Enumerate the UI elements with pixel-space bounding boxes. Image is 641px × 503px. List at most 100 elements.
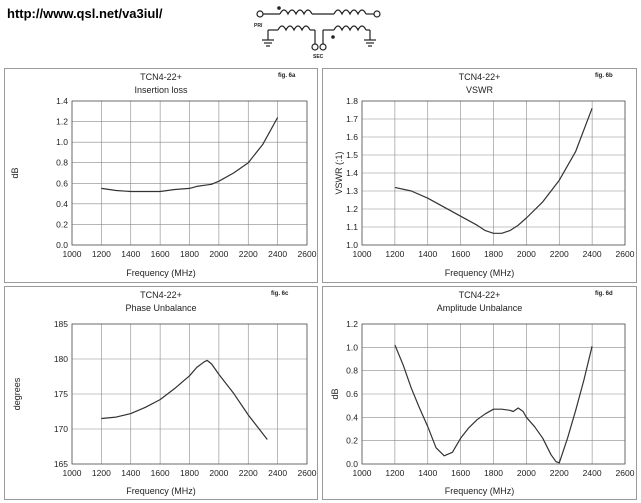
- y-tick-label: 1.0: [56, 137, 68, 147]
- x-axis-label: Frequency (MHz): [126, 268, 196, 278]
- figure-label: fig. 6c: [271, 291, 289, 297]
- x-tick-label: 1000: [63, 468, 82, 478]
- x-tick-label: 1400: [418, 249, 437, 259]
- figure-label: fig. 6b: [595, 73, 613, 79]
- plot-area: [71, 323, 308, 465]
- y-tick-label: 0.2: [56, 219, 68, 229]
- x-tick-label: 1400: [121, 249, 140, 259]
- x-tick-label: 2200: [550, 468, 569, 478]
- y-tick-label: 1.2: [346, 319, 358, 329]
- y-tick-label: 180: [54, 354, 68, 364]
- secondary-coil-left: [277, 25, 311, 32]
- pri-terminal-right: [373, 10, 381, 18]
- chart-subtitle: VSWR: [466, 85, 493, 95]
- x-tick-label: 2000: [517, 249, 536, 259]
- x-tick-label: 2400: [268, 468, 287, 478]
- y-tick-label: 1.8: [346, 96, 358, 106]
- y-axis-label: dB: [10, 167, 20, 178]
- y-tick-label: 1.4: [56, 96, 68, 106]
- x-tick-label: 2000: [209, 468, 228, 478]
- chart-title: TCN4-22+: [140, 72, 182, 82]
- x-tick-label: 1600: [151, 249, 170, 259]
- y-axis-label: VSWR (:1): [334, 151, 344, 194]
- x-tick-label: 2400: [583, 468, 602, 478]
- x-tick-label: 2400: [583, 249, 602, 259]
- y-tick-label: 0.8: [56, 158, 68, 168]
- plot-area: [71, 100, 308, 246]
- x-tick-label: 1000: [353, 249, 372, 259]
- chart-title: TCN4-22+: [458, 72, 501, 82]
- amplitude-unbalance-plot: 0.0 0.2 0.4 0.6 0.8 1.0 1.2 1000 1200 1400 1600 180…: [330, 319, 635, 478]
- y-tick-label: 1.3: [346, 186, 358, 196]
- x-tick-label: 1800: [180, 468, 199, 478]
- series-line: [394, 107, 593, 234]
- x-tick-label: 1200: [385, 468, 404, 478]
- y-tick-label: 1.2: [346, 204, 358, 214]
- x-tick-label: 2400: [268, 249, 287, 259]
- y-axis-label: dB: [330, 388, 340, 399]
- x-tick-label: 1800: [484, 468, 503, 478]
- x-tick-label: 1200: [385, 249, 404, 259]
- x-tick-label: 2600: [616, 468, 635, 478]
- plot-area: [361, 100, 626, 246]
- y-tick-label: 1.2: [56, 117, 68, 127]
- x-tick-label: 1600: [151, 468, 170, 478]
- y-tick-label: 0.6: [346, 389, 358, 399]
- y-tick-label: 0.0: [346, 459, 358, 469]
- schematic-pri-label: PRI: [254, 23, 263, 29]
- y-tick-label: 0.8: [346, 366, 358, 376]
- y-tick-label: 1.1: [346, 222, 358, 232]
- y-tick-label: 1.7: [346, 114, 358, 124]
- sec-terminal-left: [311, 43, 319, 51]
- y-tick-label: 1.6: [346, 132, 358, 142]
- x-tick-label: 1800: [484, 249, 503, 259]
- figure-label: fig. 6a: [278, 73, 296, 79]
- chart-subtitle: Phase Unbalance: [125, 303, 197, 313]
- chart-panel-vswr: TCN4-22+ VSWR fig. 6b 1.0 1.1 1.2 1.3 1.4 1.5…: [322, 68, 637, 283]
- x-tick-label: 1400: [418, 468, 437, 478]
- x-tick-label: 1000: [63, 249, 82, 259]
- y-tick-label: 170: [54, 424, 68, 434]
- x-tick-label: 1600: [451, 249, 470, 259]
- vswr-plot: 1.0 1.1 1.2 1.3 1.4 1.5 1.6 1.7 1.8 1000 1200 1400 1…: [334, 96, 635, 259]
- phase-unbalance-plot: 165 170 175 180 185 1000 1200 1400 1600 1800 2000 2…: [12, 319, 317, 478]
- chart-title: TCN4-22+: [140, 290, 182, 300]
- x-tick-label: 1400: [121, 468, 140, 478]
- x-tick-label: 1800: [180, 249, 199, 259]
- y-tick-label: 0.4: [346, 412, 358, 422]
- primary-coil-top-right: [333, 9, 367, 16]
- x-tick-label: 1600: [451, 468, 470, 478]
- y-tick-label: 0.6: [56, 178, 68, 188]
- x-axis-label: Frequency (MHz): [444, 486, 515, 496]
- y-tick-label: 0.2: [346, 436, 358, 446]
- sec-terminal-right: [319, 43, 327, 51]
- chart-subtitle: Amplitude Unbalance: [436, 303, 523, 313]
- pri-terminal-left: [256, 10, 264, 18]
- primary-coil-top: [279, 9, 313, 16]
- x-tick-label: 2600: [298, 249, 317, 259]
- series-line: [394, 344, 593, 464]
- chart-panel-insertion-loss: TCN4-22+ Insertion loss fig. 6a 0.0 0.2 0.…: [4, 68, 318, 283]
- x-tick-label: 1200: [92, 249, 111, 259]
- chart-panel-amplitude-unbalance: TCN4-22+ Amplitude Unbalance fig. 6d 0.0…: [322, 286, 637, 500]
- source-url[interactable]: http://www.qsl.net/va3iul/: [7, 6, 163, 21]
- transformer-schematic: PRI SEC: [254, 6, 381, 60]
- x-axis-label: Frequency (MHz): [126, 486, 196, 496]
- x-axis-label: Frequency (MHz): [444, 268, 515, 278]
- figure-label: fig. 6d: [595, 291, 613, 297]
- polarity-dot-secondary: [331, 35, 335, 39]
- y-tick-label: 185: [54, 319, 68, 329]
- x-tick-label: 1200: [92, 468, 111, 478]
- y-tick-label: 1.0: [346, 240, 358, 250]
- series-line: [101, 117, 279, 193]
- y-tick-label: 175: [54, 389, 68, 399]
- y-tick-label: 0.4: [56, 199, 68, 209]
- polarity-dot-primary: [277, 6, 281, 10]
- secondary-coil-right: [333, 25, 367, 32]
- x-tick-label: 2600: [616, 249, 635, 259]
- plot-area: [361, 323, 626, 465]
- chart-panel-phase-unbalance: TCN4-22+ Phase Unbalance fig. 6c 165 170 1…: [4, 286, 318, 500]
- x-tick-label: 2000: [517, 468, 536, 478]
- y-tick-label: 1.4: [346, 168, 358, 178]
- y-axis-label: degrees: [12, 377, 22, 410]
